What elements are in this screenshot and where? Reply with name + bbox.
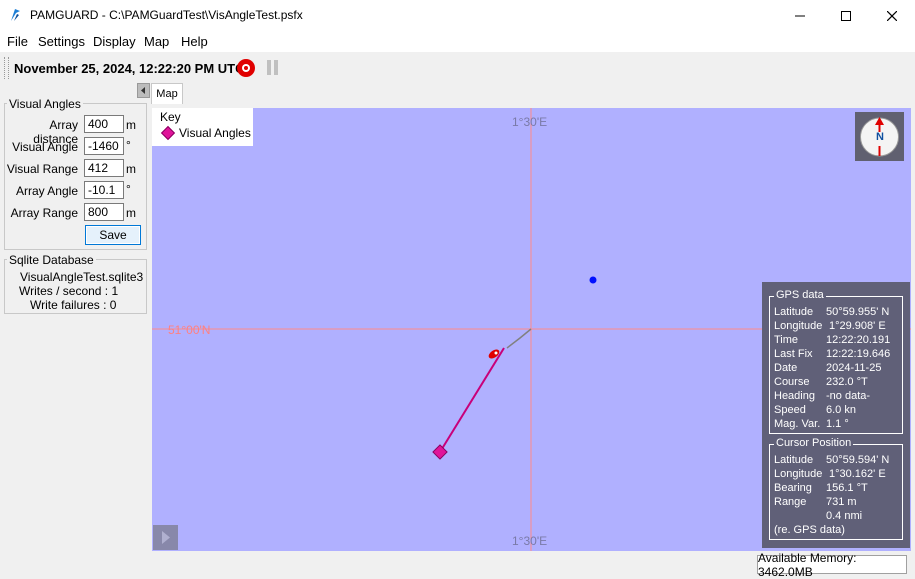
gps-speed-value: 6.0 kn xyxy=(826,404,856,416)
gps-course-value: 232.0 °T xyxy=(826,376,868,388)
gps-magvar-label: Mag. Var. xyxy=(774,418,821,430)
close-button[interactable] xyxy=(869,0,915,31)
array-range-unit: m xyxy=(126,206,136,220)
minimize-icon xyxy=(795,15,805,16)
gps-lastfix-label: Last Fix xyxy=(774,348,813,360)
cursor-position-title: Cursor Position xyxy=(774,437,854,449)
array-range-label: Array Range xyxy=(10,206,78,220)
gps-heading-value: -no data- xyxy=(826,390,871,402)
gps-date-value: 2024-11-25 xyxy=(826,362,882,374)
sqlite-writes: Writes / second : 1 xyxy=(19,284,119,298)
array-angle-unit: ° xyxy=(126,182,131,196)
map-overlay xyxy=(152,108,911,551)
menu-bar: File Settings Display Map Help xyxy=(0,31,915,52)
gps-course-label: Course xyxy=(774,376,810,388)
record-button[interactable] xyxy=(237,59,255,77)
memory-status: Available Memory: 3462.0MB xyxy=(757,551,907,579)
key-title: Key xyxy=(160,110,181,124)
toolbar-grip[interactable] xyxy=(4,57,9,79)
array-distance-label: Array distance xyxy=(33,118,78,146)
gps-date-label: Date xyxy=(774,362,798,374)
compass-button[interactable]: N xyxy=(855,112,904,161)
sqlite-filename: VisualAngleTest.sqlite3 xyxy=(20,270,144,284)
visual-angles-title: Visual Angles xyxy=(7,97,83,111)
toolbar xyxy=(0,53,915,82)
maximize-icon xyxy=(841,10,851,21)
gps-magvar-value: 1.1 ° xyxy=(826,418,849,430)
vessel-highlight xyxy=(494,351,498,355)
map-controls-toggle[interactable] xyxy=(153,525,178,550)
visual-angle-label: Visual Angle xyxy=(12,140,78,154)
compass-icon xyxy=(860,117,899,157)
cursor-latitude-label: Latitude xyxy=(774,454,814,466)
datetime-display: November 25, 2024, 12:22:20 PM UTC xyxy=(14,61,245,76)
visual-angle-line xyxy=(439,347,505,453)
title-bar: PAMGUARD - C:\PAMGuardTest\VisAngleTest.… xyxy=(0,0,915,31)
visual-range-field[interactable] xyxy=(84,159,124,177)
cursor-bearing-label: Bearing xyxy=(774,482,812,494)
gps-data-title: GPS data xyxy=(774,289,826,301)
visual-range-unit: m xyxy=(126,162,136,176)
array-distance-unit: m xyxy=(126,118,136,132)
array-angle-label: Array Angle xyxy=(15,184,78,198)
play-arrow-icon xyxy=(162,531,170,544)
tab-map[interactable]: Map xyxy=(151,83,183,104)
longitude-label-top: 1°30'E xyxy=(512,115,548,129)
visual-angle-unit: ° xyxy=(126,138,131,152)
gps-info-panel: GPS data Latitude 50°59.955' N Longitude… xyxy=(762,282,910,548)
gps-speed-label: Speed xyxy=(774,404,806,416)
cursor-longitude-label: Longitude xyxy=(774,468,823,480)
menu-help[interactable]: Help xyxy=(181,34,208,49)
cursor-bearing-value: 156.1 °T xyxy=(826,482,868,494)
compass-letter: N xyxy=(876,131,884,143)
sqlite-title: Sqlite Database xyxy=(7,253,96,267)
longitude-label-bottom: 1°30'E xyxy=(512,534,548,548)
cursor-range-nmi-value: 0.4 nmi xyxy=(826,510,863,522)
cursor-range-value: 731 m xyxy=(826,496,857,508)
array-range-field[interactable] xyxy=(84,203,124,221)
vessel-icon xyxy=(488,349,500,359)
maximize-button[interactable] xyxy=(823,0,869,31)
menu-display[interactable]: Display xyxy=(93,34,136,49)
array-distance-field[interactable] xyxy=(84,115,124,133)
pause-button[interactable] xyxy=(267,60,279,75)
gps-heading-label: Heading xyxy=(774,390,815,402)
save-button[interactable]: Save xyxy=(85,225,141,245)
visual-range-label: Visual Range xyxy=(6,162,78,176)
latitude-label: 51°00'N xyxy=(168,323,211,337)
pamguard-logo-icon xyxy=(11,9,20,21)
gps-longitude-value: 1°29.908' E xyxy=(829,320,886,332)
gps-lastfix-value: 12:22:19.646 xyxy=(826,348,891,360)
target-point[interactable] xyxy=(589,276,597,284)
visual-angle-field[interactable] xyxy=(84,137,124,155)
status-bar xyxy=(0,553,915,576)
gps-time-value: 12:22:20.191 xyxy=(826,334,891,346)
key-item-label: Visual Angles xyxy=(179,126,251,140)
map-key: Key Visual Angles xyxy=(152,108,253,146)
gps-latitude-value: 50°59.955' N xyxy=(826,306,890,318)
menu-settings[interactable]: Settings xyxy=(38,34,85,49)
cursor-range-label: Range xyxy=(774,496,807,508)
sqlite-failures: Write failures : 0 xyxy=(30,298,117,312)
cursor-longitude-value: 1°30.162' E xyxy=(829,468,886,480)
cursor-footer-note: (re. GPS data) xyxy=(774,524,845,536)
gps-latitude-label: Latitude xyxy=(774,306,814,318)
gps-time-label: Time xyxy=(774,334,799,346)
window-title: PAMGUARD - C:\PAMGuardTest\VisAngleTest.… xyxy=(30,8,303,22)
close-icon xyxy=(887,10,897,21)
gps-longitude-label: Longitude xyxy=(774,320,823,332)
visual-angle-marker[interactable] xyxy=(432,444,448,460)
menu-file[interactable]: File xyxy=(7,34,28,49)
key-diamond-icon xyxy=(160,125,176,141)
array-angle-field[interactable] xyxy=(84,181,124,199)
cursor-latitude-value: 50°59.594' N xyxy=(826,454,890,466)
gps-track-line xyxy=(506,328,532,349)
collapse-panel-button[interactable] xyxy=(137,83,150,98)
minimize-button[interactable] xyxy=(777,0,823,31)
menu-map[interactable]: Map xyxy=(144,34,170,49)
chevron-left-icon xyxy=(141,87,145,94)
pause-icon xyxy=(267,60,271,75)
